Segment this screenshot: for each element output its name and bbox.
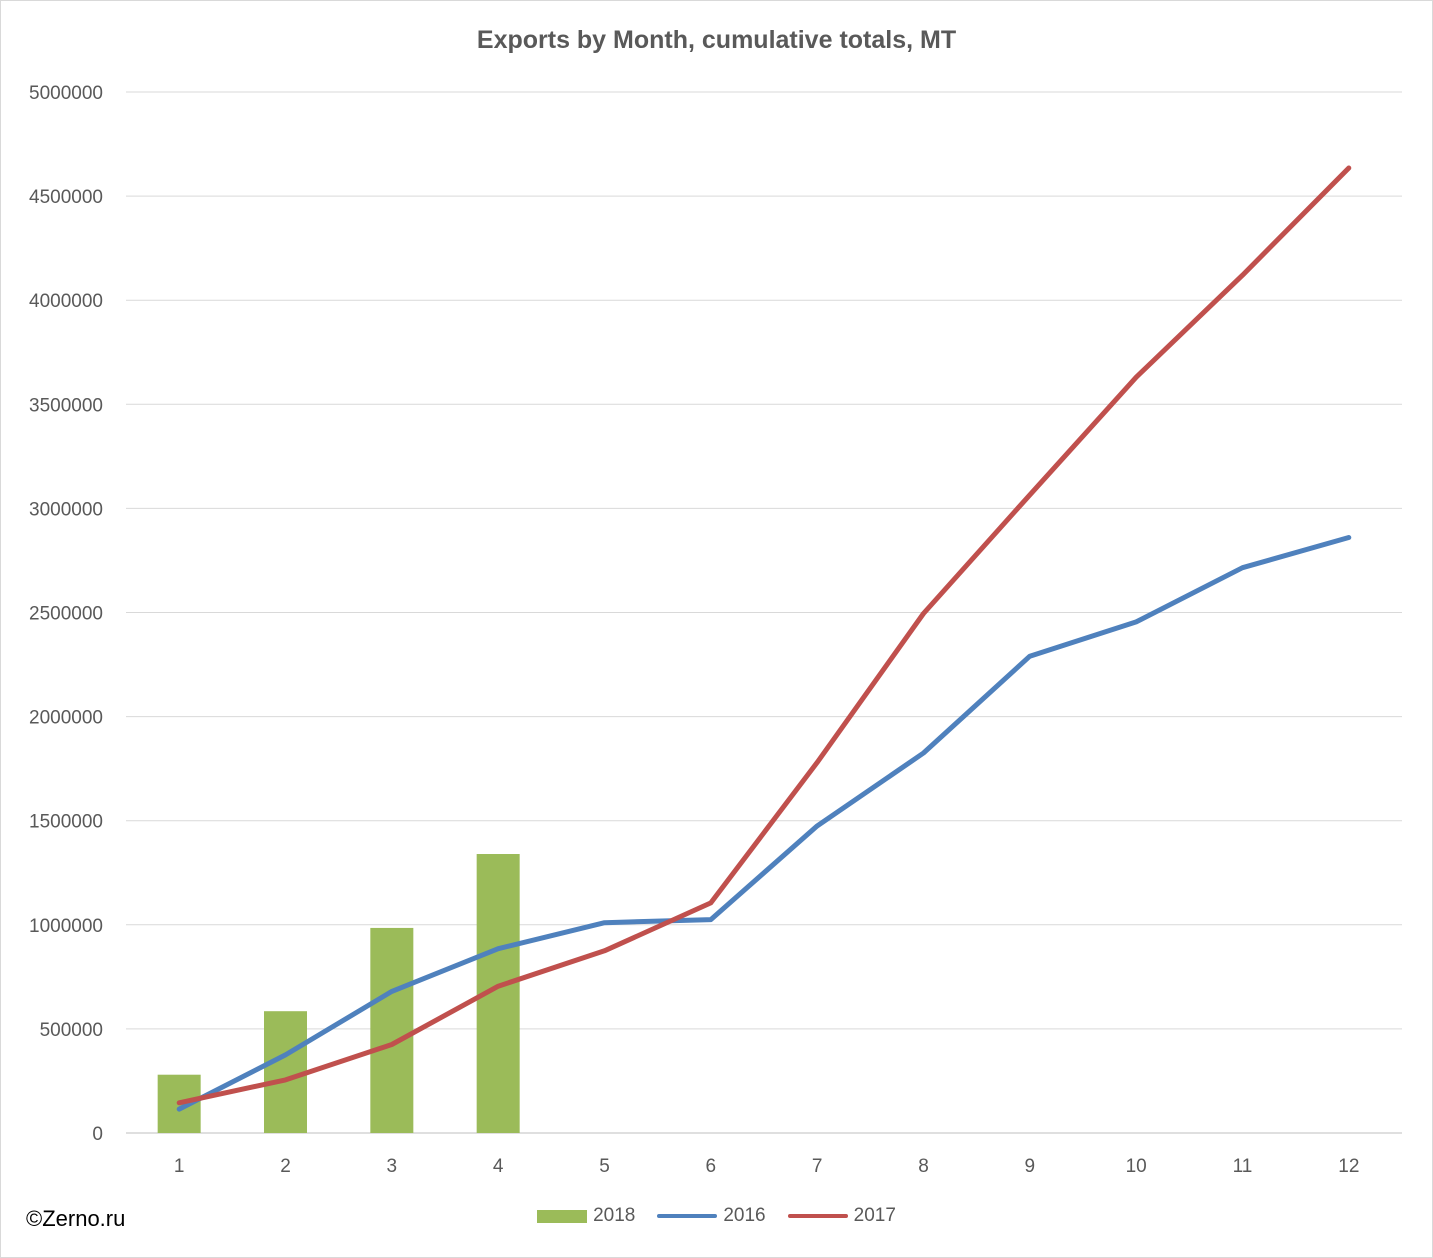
series-line-2016 [176, 535, 1352, 1112]
legend-swatch-2018 [537, 1209, 588, 1223]
chart-legend: 2018 2016 2017 [0, 1205, 1433, 1227]
x-tick-label-4: 4 [493, 1156, 504, 1177]
y-tick-label-0: 0 [92, 1124, 103, 1145]
y-tick-label-4: 2000000 [29, 708, 103, 729]
x-tick-label-9: 9 [1025, 1156, 1036, 1177]
y-tick-label-1: 500000 [40, 1020, 103, 1041]
x-tick-label-6: 6 [706, 1156, 717, 1177]
x-tick-label-3: 3 [387, 1156, 398, 1177]
x-tick-label-10: 10 [1126, 1156, 1147, 1177]
y-tick-label-9: 4500000 [29, 187, 103, 208]
x-tick-label-7: 7 [812, 1156, 823, 1177]
y-tick-label-6: 3000000 [29, 499, 103, 520]
bar-2018-3 [370, 927, 414, 1133]
y-tick-label-2: 1000000 [29, 916, 103, 937]
x-tick-label-1: 1 [174, 1156, 185, 1177]
legend-label-2017: 2017 [853, 1205, 896, 1226]
y-tick-label-8: 4000000 [29, 291, 103, 312]
chart-title: Exports by Month, cumulative totals, MT [476, 26, 957, 54]
y-tick-label-10: 5000000 [29, 83, 103, 104]
legend-item-2018: 2018 [537, 1205, 635, 1227]
bar-2018-2 [264, 1011, 307, 1133]
y-tick-label-7: 3500000 [29, 395, 103, 416]
legend-swatch-2016 [657, 1214, 718, 1218]
legend-label-2016: 2016 [723, 1205, 766, 1226]
legend-label-2018: 2018 [593, 1205, 636, 1226]
x-tick-label-5: 5 [599, 1156, 610, 1177]
x-tick-label-2: 2 [280, 1156, 291, 1177]
series-line-2017 [176, 165, 1352, 1106]
y-tick-label-3: 1500000 [29, 812, 103, 833]
x-tick-label-11: 11 [1233, 1156, 1253, 1177]
x-tick-label-12: 12 [1338, 1156, 1359, 1177]
legend-item-2016: 2016 [657, 1205, 766, 1227]
legend-item-2017: 2017 [787, 1205, 896, 1227]
legend-swatch-2017 [787, 1214, 848, 1218]
watermark: ©Zerno.ru [26, 1206, 126, 1231]
y-tick-label-5: 2500000 [29, 604, 103, 625]
x-tick-label-8: 8 [918, 1156, 929, 1177]
